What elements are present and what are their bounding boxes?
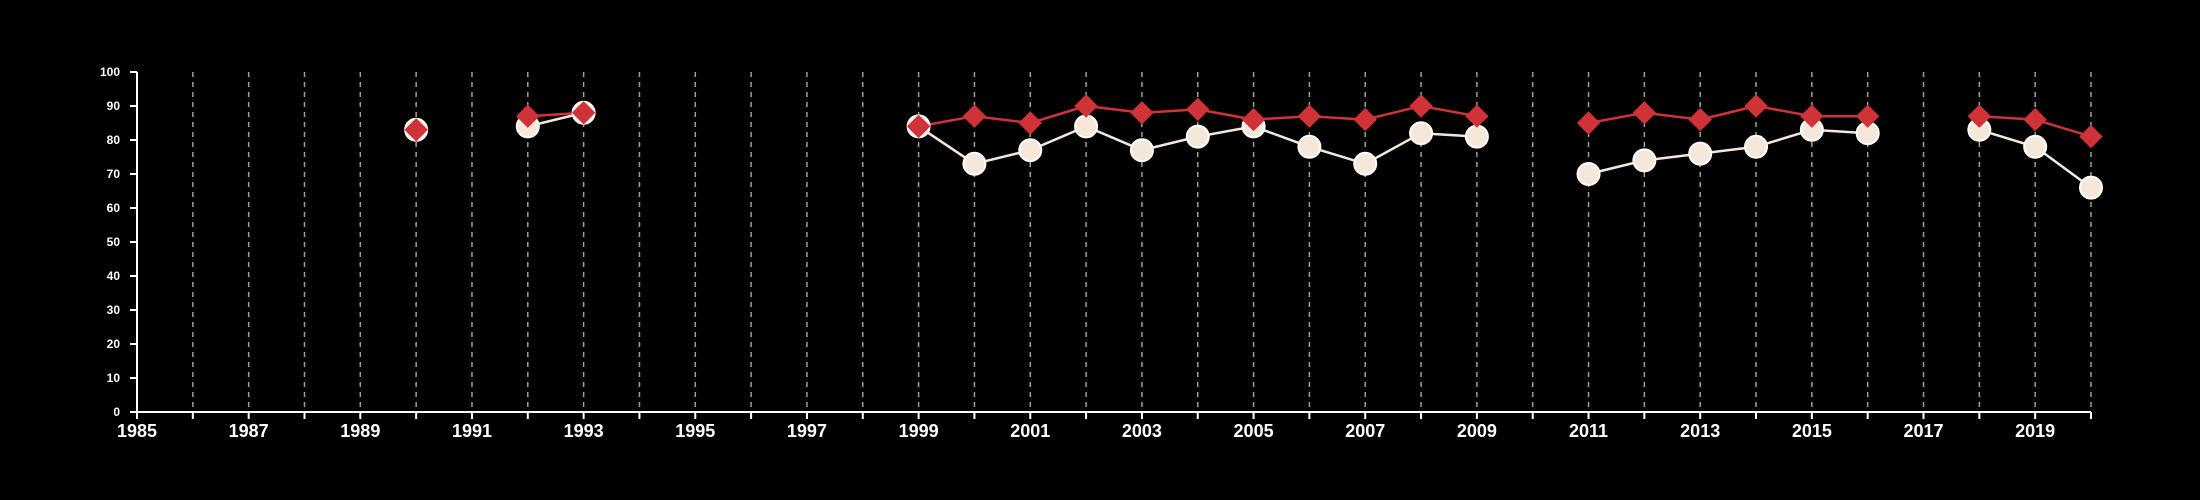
series-1-point-2001	[1018, 111, 1042, 135]
x-tick-label-2007: 2007	[1345, 421, 1385, 441]
series-1-point-2011	[1576, 111, 1601, 135]
y-tick-label-60: 60	[107, 201, 121, 215]
x-tick-label-2013: 2013	[1680, 421, 1720, 441]
series-0-point-2020	[2079, 175, 2103, 200]
series-1-point-1999	[906, 114, 931, 139]
y-tick-label-80: 80	[107, 133, 121, 147]
x-tick-label-2017: 2017	[1903, 421, 1943, 441]
x-tick-label-1985: 1985	[117, 421, 157, 441]
series-0-point-2004	[1185, 124, 1210, 149]
series-1-point-2014	[1744, 94, 1768, 118]
y-tick-label-20: 20	[107, 337, 121, 351]
series-1-point-2013	[1688, 107, 1712, 132]
x-tick-label-2003: 2003	[1122, 421, 1162, 441]
y-tick-label-100: 100	[100, 65, 120, 79]
series-1-point-2019	[2023, 107, 2047, 132]
y-tick-label-90: 90	[107, 99, 121, 113]
series-markers	[404, 94, 2103, 200]
x-tick-label-1989: 1989	[340, 421, 380, 441]
series-1-point-2012	[1632, 101, 1657, 125]
x-tick-label-2019: 2019	[2015, 421, 2055, 441]
series-0-point-2006	[1297, 134, 1322, 159]
series-0-point-2003	[1129, 138, 1154, 163]
y-tick-label-0: 0	[113, 405, 120, 419]
x-tick-label-1999: 1999	[899, 421, 939, 441]
series-0-line-segment-3	[1588, 128, 1868, 176]
series-1-line-segment-3	[1588, 104, 1868, 125]
series-0-point-2014	[1744, 134, 1769, 159]
y-tick-label-30: 30	[107, 303, 121, 317]
series-0-point-2002	[1074, 114, 1099, 139]
series-1-point-2004	[1186, 97, 1210, 122]
series-1-point-2018	[1967, 104, 1992, 128]
series-1-point-2007	[1353, 107, 1377, 132]
y-tick-label-50: 50	[107, 235, 121, 249]
series-0-point-2001	[1018, 138, 1043, 163]
series-1-point-2003	[1130, 101, 1154, 125]
series-1-point-1990	[404, 118, 428, 142]
x-tick-label-2001: 2001	[1010, 421, 1050, 441]
series-1-point-2016	[1855, 104, 1880, 128]
x-tick-label-2009: 2009	[1457, 421, 1497, 441]
series-0-point-2011	[1576, 162, 1601, 186]
series-0-point-2009	[1464, 124, 1489, 149]
axes: 0 10 20 30 40 50 60 70 80 90 100 1985 1987 1989 1991 19…	[100, 65, 2092, 441]
series-0-point-2008	[1409, 121, 1434, 146]
series-1-point-2005	[1241, 107, 1266, 132]
series-1-point-1993	[571, 101, 596, 125]
x-tick-label-1995: 1995	[675, 421, 715, 441]
x-tick-label-1987: 1987	[229, 421, 269, 441]
series-1-point-2000	[962, 104, 987, 128]
series-0-point-2000	[962, 151, 987, 176]
x-tick-label-2011: 2011	[1569, 421, 1608, 441]
series-1-point-2020	[2079, 124, 2103, 149]
series-1-point-1992	[516, 104, 540, 128]
x-tick-label-1991: 1991	[452, 421, 492, 441]
x-tick-label-1997: 1997	[787, 421, 827, 441]
y-tick-label-10: 10	[107, 371, 121, 385]
series-1-point-2009	[1465, 104, 1489, 128]
series-1-point-2002	[1074, 94, 1098, 118]
series-1-point-2006	[1297, 104, 1322, 128]
series-0-point-2019	[2023, 134, 2048, 159]
x-tick-label-1993: 1993	[564, 421, 604, 441]
x-tick-label-2005: 2005	[1234, 421, 1274, 441]
series-0-point-2007	[1353, 151, 1378, 176]
y-tick-label-40: 40	[107, 269, 121, 283]
x-tick-label-2015: 2015	[1792, 421, 1832, 441]
series-1-point-2015	[1800, 104, 1824, 128]
series-0-point-2012	[1632, 148, 1657, 173]
series-0-point-2013	[1688, 141, 1713, 166]
series-1-point-2008	[1409, 94, 1433, 118]
grid-lines	[192, 72, 2092, 412]
y-tick-label-70: 70	[107, 167, 121, 181]
